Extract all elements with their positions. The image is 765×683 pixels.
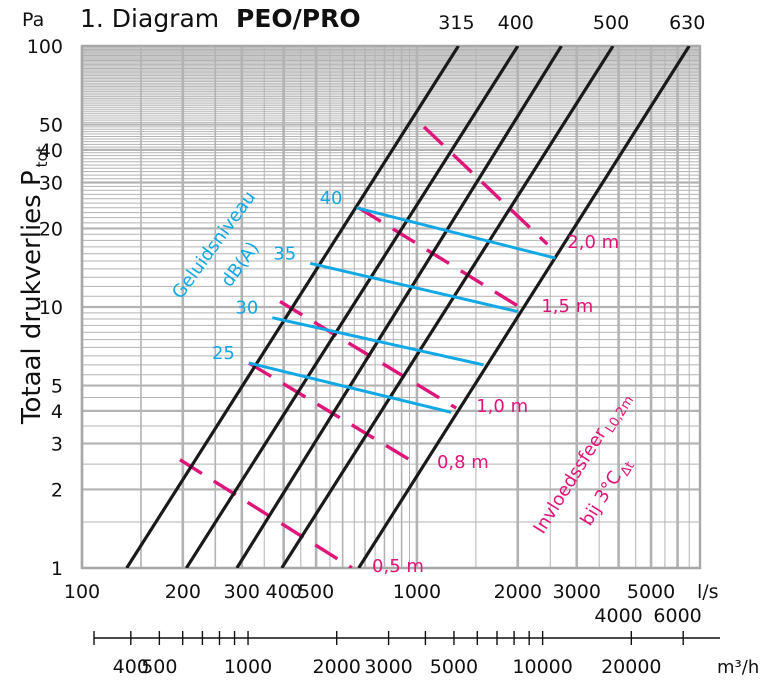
y-tick-3: 3 — [51, 433, 63, 455]
y-axis-title-sub: tot — [33, 146, 51, 167]
chart-title: 1. Diagram — [80, 4, 219, 33]
grid — [80, 44, 702, 570]
diameter-line-500 — [280, 46, 615, 568]
sound-line-40 — [356, 206, 556, 260]
throw-label-15: 1,5 m — [541, 296, 593, 317]
y-tick-1: 1 — [51, 558, 63, 580]
sound-line-35 — [309, 261, 519, 314]
x-tick-1000: 1000 — [393, 581, 441, 603]
y-tick-4: 4 — [51, 401, 63, 423]
x-tick-400: 400 — [266, 581, 302, 603]
y-axis-title: Totaal drukverlies P tot — [17, 146, 51, 425]
y-tick-40: 40 — [39, 140, 63, 162]
x-tick-5000: 5000 — [627, 581, 675, 603]
throw-label-20: 2,0 m — [567, 232, 619, 253]
x2-tick-3000: 3000 — [364, 656, 412, 678]
plot-frame — [80, 44, 702, 570]
x-tick-4000: 4000 — [594, 605, 642, 627]
sound-label-35: 35 — [273, 243, 296, 264]
y-tick-2: 2 — [51, 479, 63, 501]
x2-unit-label: m³/h — [717, 657, 759, 678]
curves — [125, 46, 691, 568]
sound-line-25 — [248, 361, 452, 414]
x2-tick-1000: 1000 — [224, 656, 272, 678]
x-tick-6000: 6000 — [653, 605, 701, 627]
x2-tick-400: 400 — [113, 656, 149, 678]
x2-tick-20000: 20000 — [601, 656, 661, 678]
throw-line-15 — [357, 206, 523, 310]
diameter-label-400: 400 — [498, 12, 534, 34]
throw-line-05 — [178, 458, 353, 568]
throw-label-08: 0,8 m — [437, 452, 489, 473]
diameter-label-315: 315 — [438, 12, 474, 34]
diameter-line-315 — [125, 46, 460, 568]
y-tick-10: 10 — [39, 297, 63, 319]
sound-line-30 — [271, 316, 484, 367]
throw-label-05: 0,5 m — [372, 556, 424, 577]
x-tick-500: 500 — [298, 581, 334, 603]
y-tick-30: 30 — [39, 172, 63, 194]
y-tick-5: 5 — [51, 376, 63, 398]
diameter-line-unnamed-4 — [235, 46, 563, 568]
throw-label-10: 1,0 m — [476, 396, 528, 417]
sound-label-25: 25 — [212, 343, 235, 364]
y-unit-label: Pa — [22, 9, 44, 31]
throw-line-20 — [422, 125, 549, 246]
y-tick-20: 20 — [39, 218, 63, 240]
x2-tick-500: 500 — [141, 656, 177, 678]
svg-text:Totaal drukverlies Ptot: Totaal drukverlies P tot — [17, 146, 51, 425]
x2-tick-10000: 10000 — [512, 656, 572, 678]
diameter-label-630: 630 — [669, 12, 705, 34]
x2-tick-5000: 5000 — [430, 656, 478, 678]
x2-tick-2000: 2000 — [313, 656, 361, 678]
x-tick-100: 100 — [64, 581, 100, 603]
y-tick-100: 100 — [27, 36, 63, 58]
diameter-label-500: 500 — [593, 12, 629, 34]
diameter-line-400 — [185, 46, 520, 568]
x-tick-3000: 3000 — [553, 581, 601, 603]
x-tick-2000: 2000 — [494, 581, 542, 603]
x-tick-300: 300 — [224, 581, 260, 603]
x-tick-200: 200 — [165, 581, 201, 603]
chart-title-bold: PEO/PRO — [236, 4, 361, 33]
y-tick-50: 50 — [39, 115, 63, 137]
diameter-line-630 — [357, 46, 691, 568]
y-axis-title-main: Totaal drukverlies P — [17, 170, 47, 425]
sound-label-30: 30 — [235, 298, 258, 319]
x-unit-label: l/s — [697, 581, 719, 603]
sound-label-40: 40 — [320, 188, 343, 209]
